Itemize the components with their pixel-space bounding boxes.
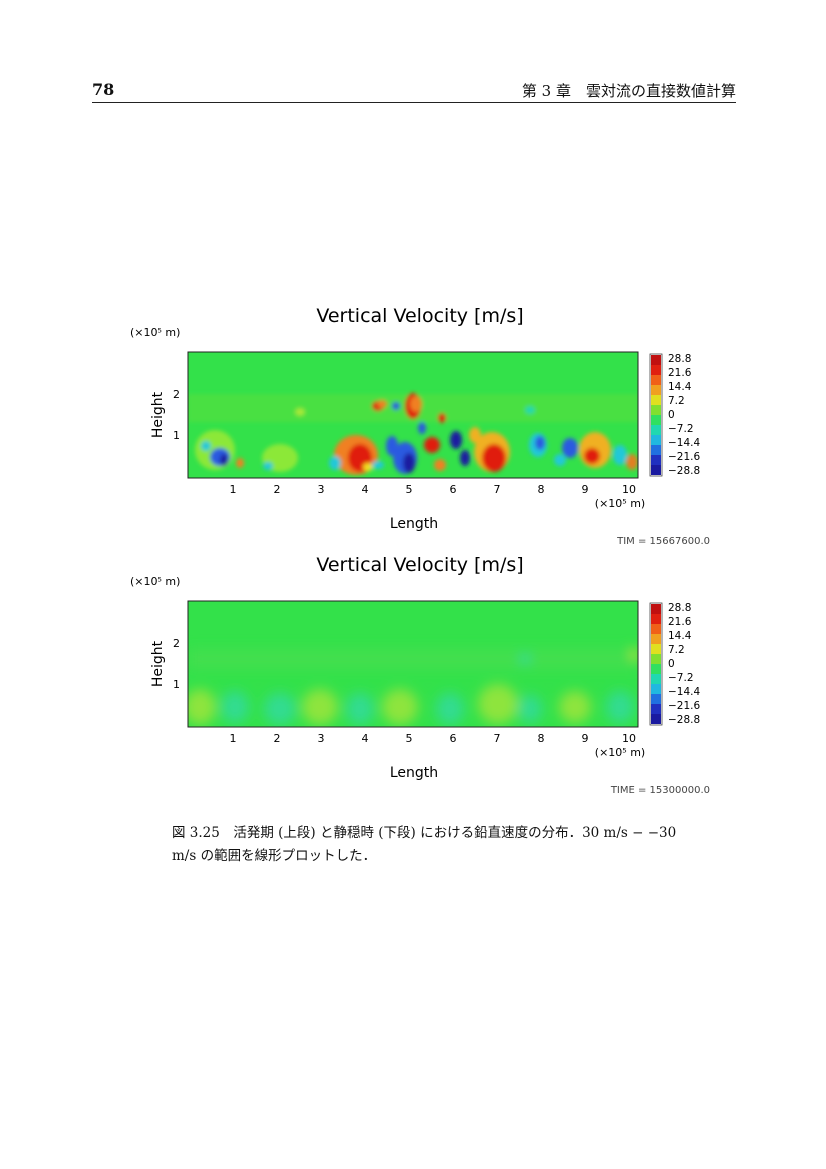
x-tick-label: 3: [318, 483, 325, 496]
colorbar-label: 0: [668, 658, 675, 670]
colorbar: 28.8 21.6 14.4 7.2 0 −7.2 −14.4 −21.6 −2…: [649, 602, 700, 726]
x-tick-label: 4: [362, 732, 369, 745]
x-tick-label: 7: [494, 483, 501, 496]
x-tick-label: 5: [406, 732, 413, 745]
x-tick-label: 9: [582, 483, 589, 496]
colorbar-label: −7.2: [668, 423, 694, 435]
time-label: TIME = 15300000.0: [610, 785, 710, 796]
x-tick-label: 10: [622, 483, 636, 496]
x-tick-label: 10: [622, 732, 636, 745]
x-tick-label: 1: [230, 483, 237, 496]
x-tick-label: 2: [274, 483, 281, 496]
x-tick-label: 6: [450, 732, 457, 745]
x-axis-label: Length: [390, 765, 438, 781]
caption-line: 図 3.25 活発期 (上段) と静穏時 (下段) における鉛直速度の分布．30…: [172, 825, 677, 841]
figure-caption: 図 3.25 活発期 (上段) と静穏時 (下段) における鉛直速度の分布．30…: [172, 822, 692, 868]
x-tick-labels: 1 2 3 4 5 6 7 8 9 10: [230, 483, 637, 496]
running-header: 78 第 3 章 雲対流の直接数値計算: [92, 78, 736, 103]
colorbar-label: 28.8: [668, 602, 691, 614]
y-tick-label: 2: [173, 388, 180, 401]
x-unit-label: (×10⁵ m): [595, 497, 645, 510]
x-tick-label: 7: [494, 732, 501, 745]
colorbar-label: −14.4: [668, 686, 700, 698]
y-axis-label: Height: [150, 391, 166, 438]
y-tick-label: 2: [173, 637, 180, 650]
colorbar-label: 0: [668, 409, 675, 421]
colorbar-label: 7.2: [668, 395, 685, 407]
colorbar: 28.8 21.6 14.4 7.2 0 −7.2 −14.4 −21.6 −2…: [649, 353, 700, 477]
page-number: 78: [92, 80, 115, 99]
colorbar-label: 14.4: [668, 630, 692, 642]
colorbar-label: 14.4: [668, 381, 692, 393]
plot-title: Vertical Velocity [m/s]: [316, 305, 523, 327]
y-tick-label: 1: [173, 429, 180, 442]
x-tick-label: 1: [230, 732, 237, 745]
x-tick-label: 8: [538, 483, 545, 496]
x-tick-label: 4: [362, 483, 369, 496]
x-tick-label: 5: [406, 483, 413, 496]
velocity-field: [187, 600, 639, 728]
velocity-field: [187, 351, 639, 479]
x-tick-label: 9: [582, 732, 589, 745]
colorbar-label: 7.2: [668, 644, 685, 656]
time-label: TIM = 15667600.0: [616, 536, 710, 547]
colorbar-label: −28.8: [668, 465, 700, 477]
x-tick-labels: 1 2 3 4 5 6 7 8 9 10: [230, 732, 637, 745]
colorbar-label: −14.4: [668, 437, 700, 449]
colorbar-label: 21.6: [668, 616, 692, 628]
colorbar-label: 21.6: [668, 367, 692, 379]
y-unit-label: (×10⁵ m): [130, 575, 180, 588]
x-tick-label: 6: [450, 483, 457, 496]
colorbar-label: −21.6: [668, 700, 700, 712]
colorbar-label: −28.8: [668, 714, 700, 726]
x-tick-label: 3: [318, 732, 325, 745]
velocity-plot-quiet: Vertical Velocity [m/s] (×10⁵ m) Height …: [120, 549, 720, 799]
velocity-plot-active: Vertical Velocity [m/s] (×10⁵ m) Height …: [120, 300, 720, 550]
x-tick-label: 2: [274, 732, 281, 745]
caption-line: m/s の範囲を線形プロットした．: [172, 848, 377, 864]
y-axis-label: Height: [150, 640, 166, 687]
colorbar-label: 28.8: [668, 353, 691, 365]
y-tick-label: 1: [173, 678, 180, 691]
chapter-title: 第 3 章 雲対流の直接数値計算: [521, 82, 736, 100]
colorbar-label: −7.2: [668, 672, 694, 684]
x-unit-label: (×10⁵ m): [595, 746, 645, 759]
plot-title: Vertical Velocity [m/s]: [316, 554, 523, 576]
x-tick-label: 8: [538, 732, 545, 745]
y-unit-label: (×10⁵ m): [130, 326, 180, 339]
colorbar-label: −21.6: [668, 451, 700, 463]
x-axis-label: Length: [390, 516, 438, 532]
